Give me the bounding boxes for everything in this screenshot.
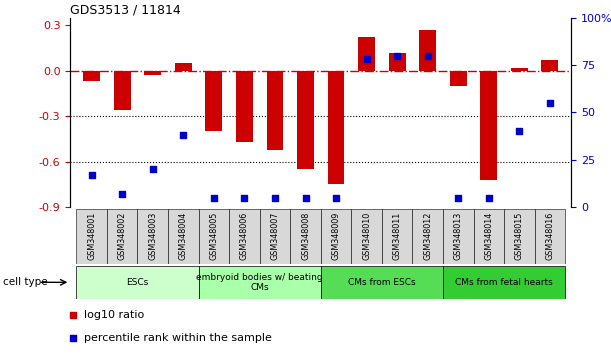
Bar — [450, 71, 467, 86]
Bar — [83, 71, 100, 81]
Text: GSM348002: GSM348002 — [118, 212, 126, 261]
Text: log10 ratio: log10 ratio — [84, 310, 144, 320]
Point — [484, 195, 494, 200]
Point — [209, 195, 219, 200]
Bar — [321, 209, 351, 264]
Bar — [236, 71, 253, 142]
Text: CMs from ESCs: CMs from ESCs — [348, 278, 415, 287]
Text: CMs from fetal hearts: CMs from fetal hearts — [455, 278, 553, 287]
Bar — [114, 71, 131, 110]
Point — [423, 53, 433, 58]
Text: embryoid bodies w/ beating
CMs: embryoid bodies w/ beating CMs — [196, 273, 323, 292]
Bar — [327, 71, 345, 184]
Bar — [199, 266, 321, 299]
Bar — [137, 209, 168, 264]
Text: GSM348008: GSM348008 — [301, 212, 310, 261]
Bar — [474, 209, 504, 264]
Text: GDS3513 / 11814: GDS3513 / 11814 — [70, 4, 181, 17]
Bar — [321, 266, 443, 299]
Bar — [382, 209, 412, 264]
Bar — [144, 71, 161, 75]
Bar — [266, 71, 284, 149]
Bar — [504, 209, 535, 264]
Text: GSM348003: GSM348003 — [148, 212, 157, 261]
Text: GSM348011: GSM348011 — [393, 212, 401, 261]
Bar — [511, 68, 528, 71]
Text: percentile rank within the sample: percentile rank within the sample — [84, 333, 272, 343]
Bar — [541, 60, 558, 71]
Bar — [76, 209, 107, 264]
Bar — [358, 38, 375, 71]
Text: GSM348010: GSM348010 — [362, 212, 371, 261]
Bar — [389, 52, 406, 71]
Text: GSM348009: GSM348009 — [332, 212, 340, 261]
Text: GSM348015: GSM348015 — [515, 212, 524, 261]
Text: GSM348012: GSM348012 — [423, 212, 432, 261]
Text: ESCs: ESCs — [126, 278, 148, 287]
Bar — [480, 71, 497, 180]
Text: GSM348004: GSM348004 — [179, 212, 188, 261]
Text: cell type: cell type — [3, 277, 48, 287]
Text: GSM348013: GSM348013 — [454, 212, 463, 261]
Bar — [175, 63, 192, 71]
Text: GSM348006: GSM348006 — [240, 212, 249, 261]
Point — [301, 195, 310, 200]
Point — [453, 195, 463, 200]
Bar — [443, 209, 474, 264]
Bar — [107, 209, 137, 264]
Point — [514, 129, 524, 134]
Point — [117, 191, 127, 197]
Text: GSM348014: GSM348014 — [485, 212, 493, 261]
Bar — [168, 209, 199, 264]
Bar — [260, 209, 290, 264]
Point — [362, 57, 371, 62]
Point — [178, 132, 188, 138]
Point — [148, 166, 158, 172]
Point — [87, 172, 97, 178]
Bar — [290, 209, 321, 264]
Bar — [76, 266, 199, 299]
Text: GSM348001: GSM348001 — [87, 212, 96, 261]
Text: GSM348016: GSM348016 — [546, 212, 554, 261]
Bar — [199, 209, 229, 264]
Bar — [297, 71, 314, 169]
Text: GSM348007: GSM348007 — [271, 212, 279, 261]
Point — [545, 100, 555, 106]
Point — [270, 195, 280, 200]
Point — [240, 195, 249, 200]
Bar — [351, 209, 382, 264]
Point — [68, 312, 78, 318]
Bar — [229, 209, 260, 264]
Bar — [535, 209, 565, 264]
Bar — [205, 71, 222, 131]
Point — [331, 195, 341, 200]
Bar — [412, 209, 443, 264]
Point — [392, 53, 402, 58]
Point — [68, 336, 78, 341]
Text: GSM348005: GSM348005 — [210, 212, 218, 261]
Bar — [443, 266, 565, 299]
Bar — [419, 30, 436, 71]
